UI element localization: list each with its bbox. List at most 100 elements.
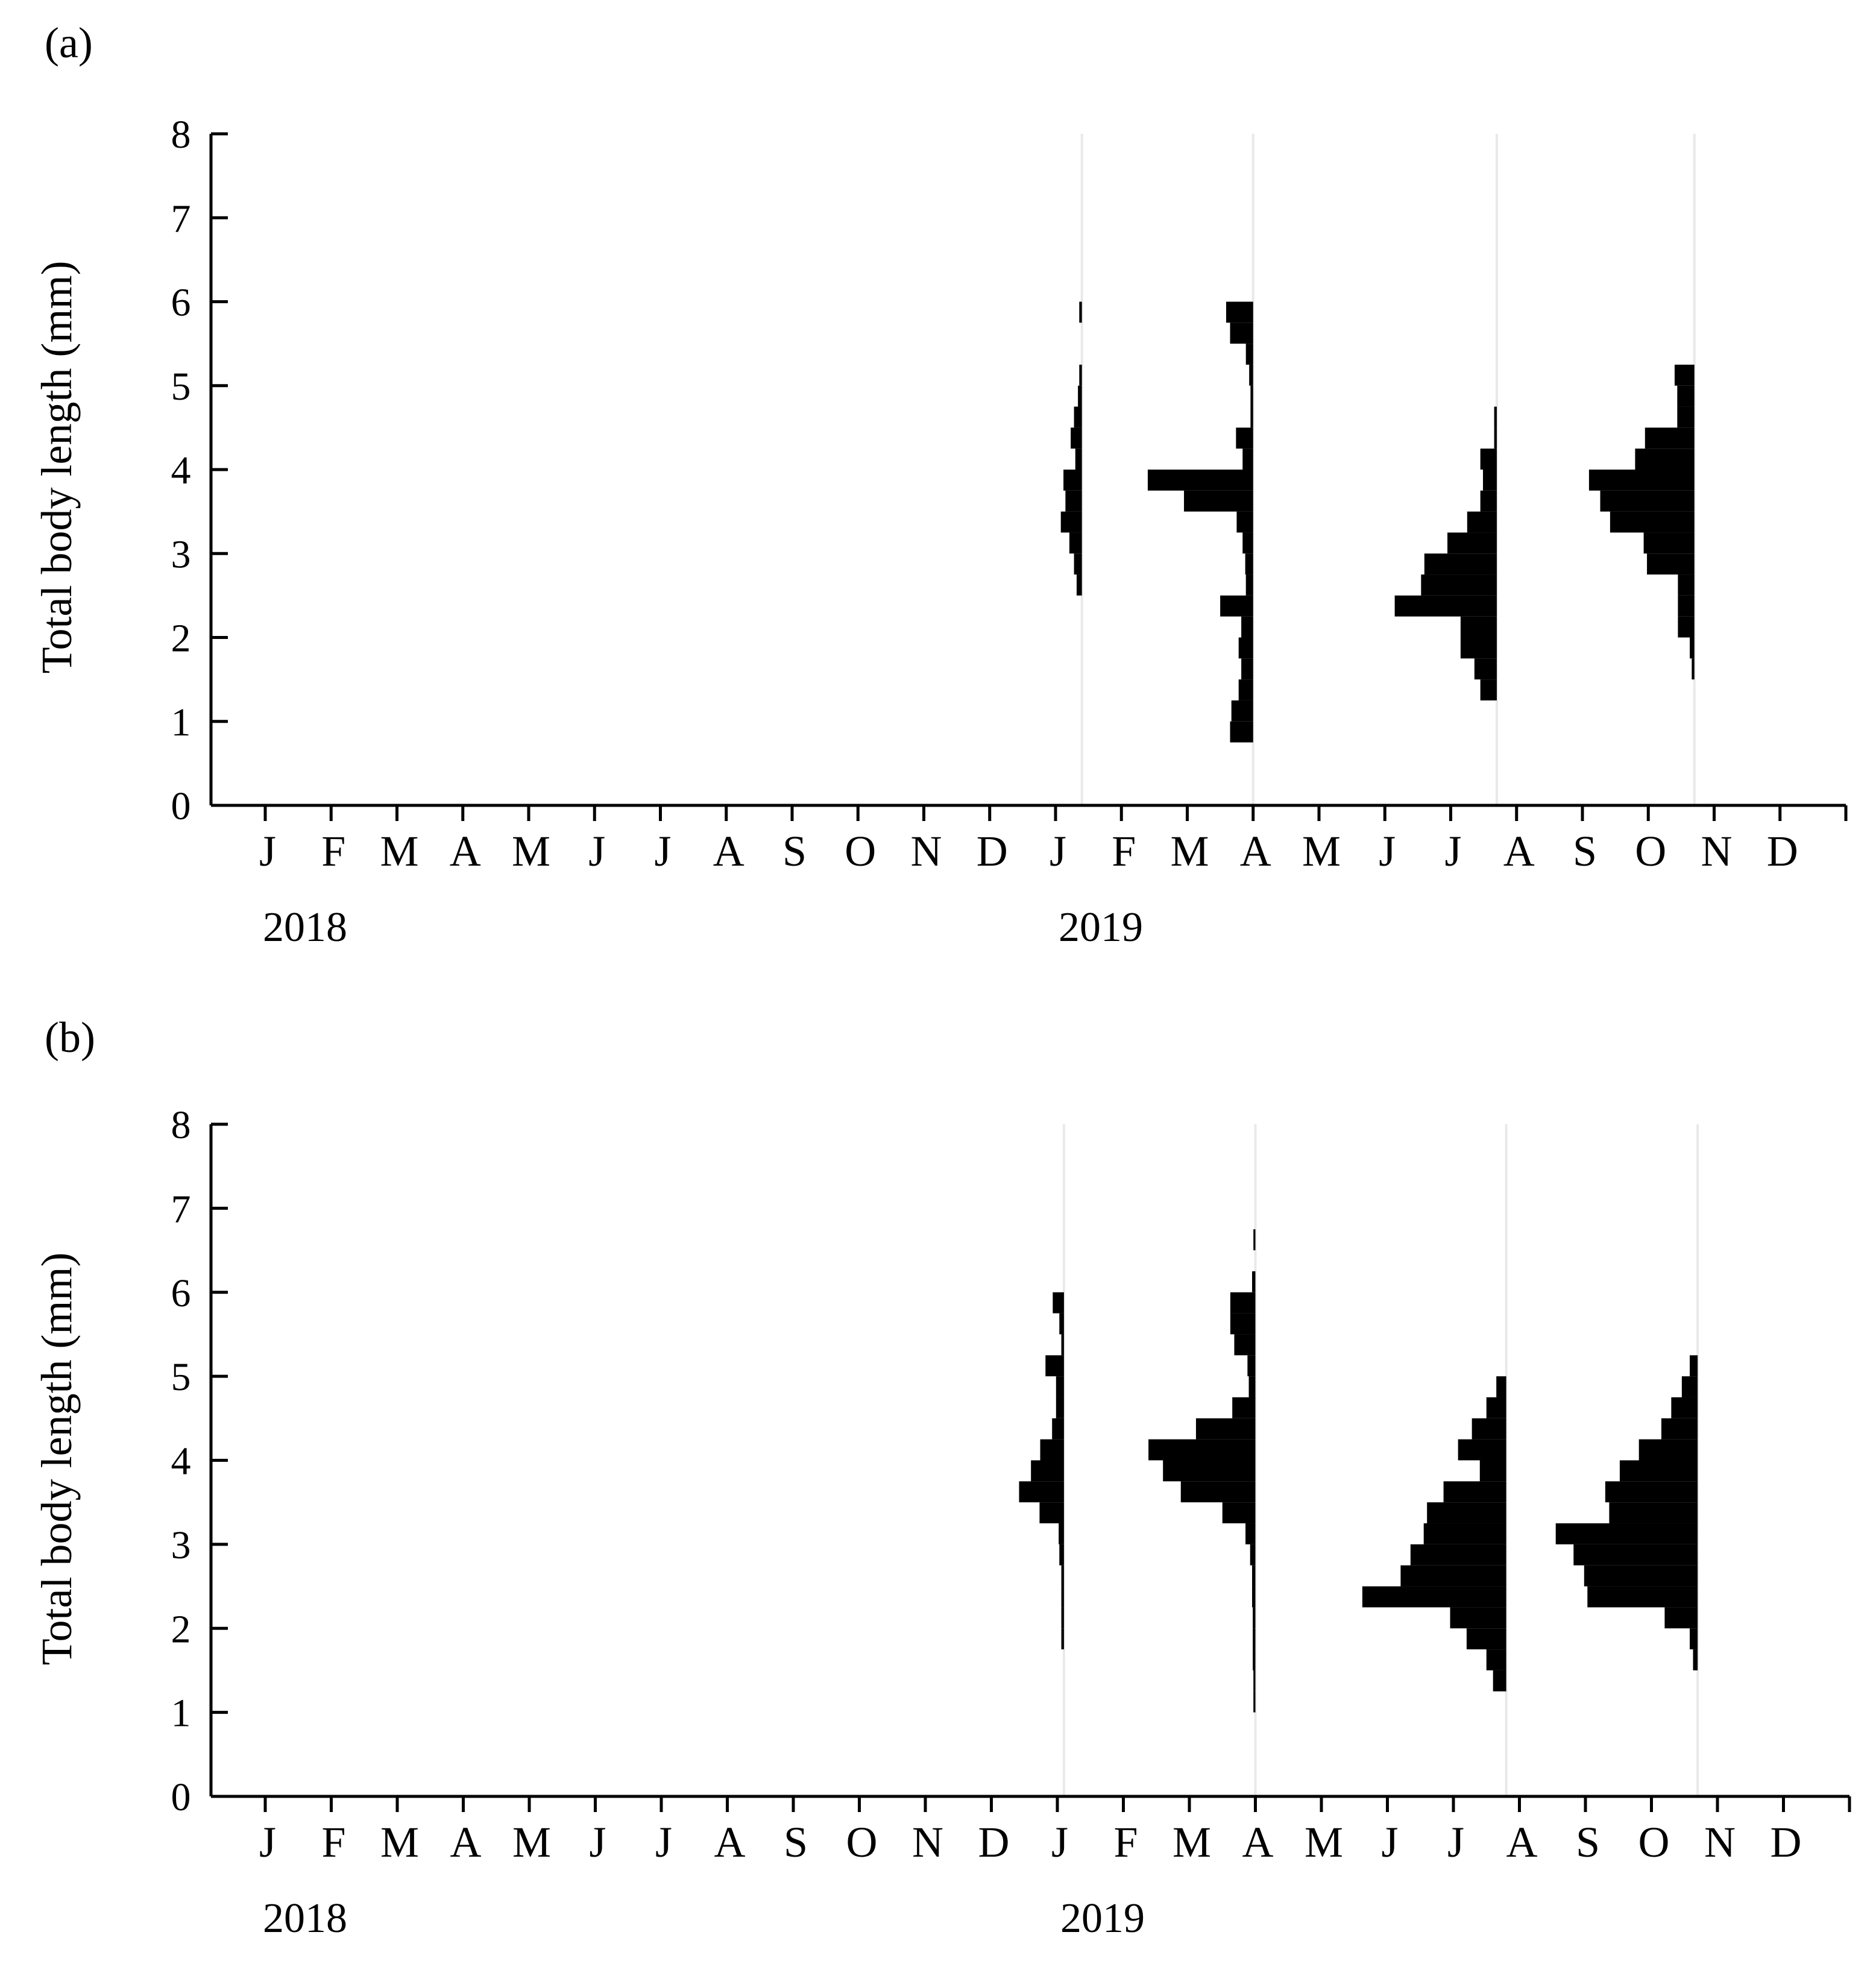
length-frequency-series [1394,406,1497,700]
histogram-bar [1555,1523,1698,1544]
x-tick-label-month: M [380,827,418,875]
x-tick-label-month: F [321,1818,345,1866]
histogram-bar [1421,574,1497,596]
x-tick-label-month: N [911,827,942,875]
histogram-bar [1184,490,1253,512]
histogram-bar [1664,1607,1698,1629]
length-frequency-series [1148,1229,1256,1713]
histogram-bar [1584,1565,1698,1587]
histogram-bar [1220,595,1253,617]
histogram-bar [1245,553,1253,575]
histogram-bar [1242,448,1253,470]
histogram-bar [1061,1628,1064,1650]
histogram-bar [1638,1439,1698,1461]
histogram-bar [1496,1376,1506,1397]
histogram-bar [1483,470,1497,491]
x-tick-label-month: M [1172,1818,1211,1866]
histogram-bar [1231,700,1253,722]
histogram-bar [1056,1397,1064,1418]
histogram-bar [1600,490,1695,512]
y-tick-label: 3 [171,1523,191,1567]
histogram-bar [1678,616,1695,638]
histogram-bar [1065,490,1082,512]
histogram-bar [1247,1355,1256,1377]
histogram-bar [1693,1649,1698,1670]
x-tick-label-month: A [713,827,744,875]
histogram-bar [1250,1544,1256,1565]
histogram-bar [1230,1313,1256,1335]
histogram-bar [1400,1565,1506,1587]
histogram-bar [1605,1481,1698,1503]
histogram-bar [1480,490,1497,512]
histogram-bar [1447,532,1497,554]
x-tick-label-month: J [654,827,671,875]
length-frequency-series [1147,301,1253,743]
histogram-bar [1424,553,1497,575]
histogram-bar [1230,721,1253,743]
histogram-bar [1690,637,1695,659]
histogram-bar [1678,595,1695,617]
histogram-bar [1039,1502,1064,1524]
x-tick-label-month: J [1379,827,1396,875]
histogram-bar [1180,1481,1256,1503]
histogram-bar [1494,427,1497,449]
histogram-bar [1661,1418,1698,1440]
y-axis-title: Total body length (mm) [33,261,81,674]
x-tick-label-month: F [1113,1818,1138,1866]
x-tick-label-month: J [1051,1818,1068,1866]
x-tick-label-month: M [1302,827,1341,875]
x-tick-label-month: O [1635,827,1666,875]
x-tick-label-month: O [1638,1818,1670,1866]
y-tick-label: 8 [171,113,191,157]
histogram-bar [1253,1628,1256,1650]
histogram-bar [1241,658,1253,680]
histogram-bar [1069,532,1082,554]
histogram-bar [1677,406,1695,428]
length-frequency-series [1019,1292,1064,1650]
x-tick-label-month: M [512,827,550,875]
histogram-bar [1060,511,1082,533]
histogram-bar [1053,1292,1064,1314]
histogram-bar [1079,364,1082,386]
histogram-bar [1643,532,1695,554]
histogram-bar [1076,574,1082,596]
histogram-bar [1248,1376,1256,1397]
histogram-bar [1573,1544,1698,1565]
x-tick-label-month: A [450,1818,482,1866]
x-tick-label-month: O [846,1818,878,1866]
histogram-bar [1252,1271,1256,1292]
histogram-bar [1394,595,1497,617]
histogram-bar [1474,658,1497,680]
x-tick-label-month: D [978,1818,1010,1866]
y-tick-label: 1 [171,1691,191,1735]
histogram-bar [1230,1292,1256,1314]
histogram-bar [1249,364,1253,386]
histogram-bar [1645,427,1695,449]
histogram-bar [1061,1565,1064,1587]
histogram-bar [1195,1418,1256,1440]
histogram-bar [1071,427,1082,449]
y-tick-label: 0 [171,784,191,828]
length-frequency-series [1588,364,1695,680]
length-frequency-series [1060,301,1082,596]
length-frequency-series [1362,1376,1506,1691]
x-tick-label-month: S [1573,827,1597,875]
histogram-bar [1040,1439,1064,1461]
histogram-bar [1460,637,1497,659]
x-tick-label-month: N [912,1818,943,1866]
histogram-bar [1647,553,1695,575]
y-tick-label: 2 [171,1607,191,1651]
histogram-bar [1031,1460,1064,1482]
x-tick-label-month: J [655,1818,672,1866]
histogram-bar [1587,1586,1698,1608]
length-frequency-series [1555,1355,1698,1670]
y-tick-label: 4 [171,448,191,492]
histogram-bar [1619,1460,1698,1482]
histogram-bar [1480,679,1497,700]
histogram-bar [1147,470,1253,491]
histogram-bar [1610,511,1695,533]
histogram-bar [1427,1502,1506,1524]
x-tick-label-month: N [1701,827,1733,875]
